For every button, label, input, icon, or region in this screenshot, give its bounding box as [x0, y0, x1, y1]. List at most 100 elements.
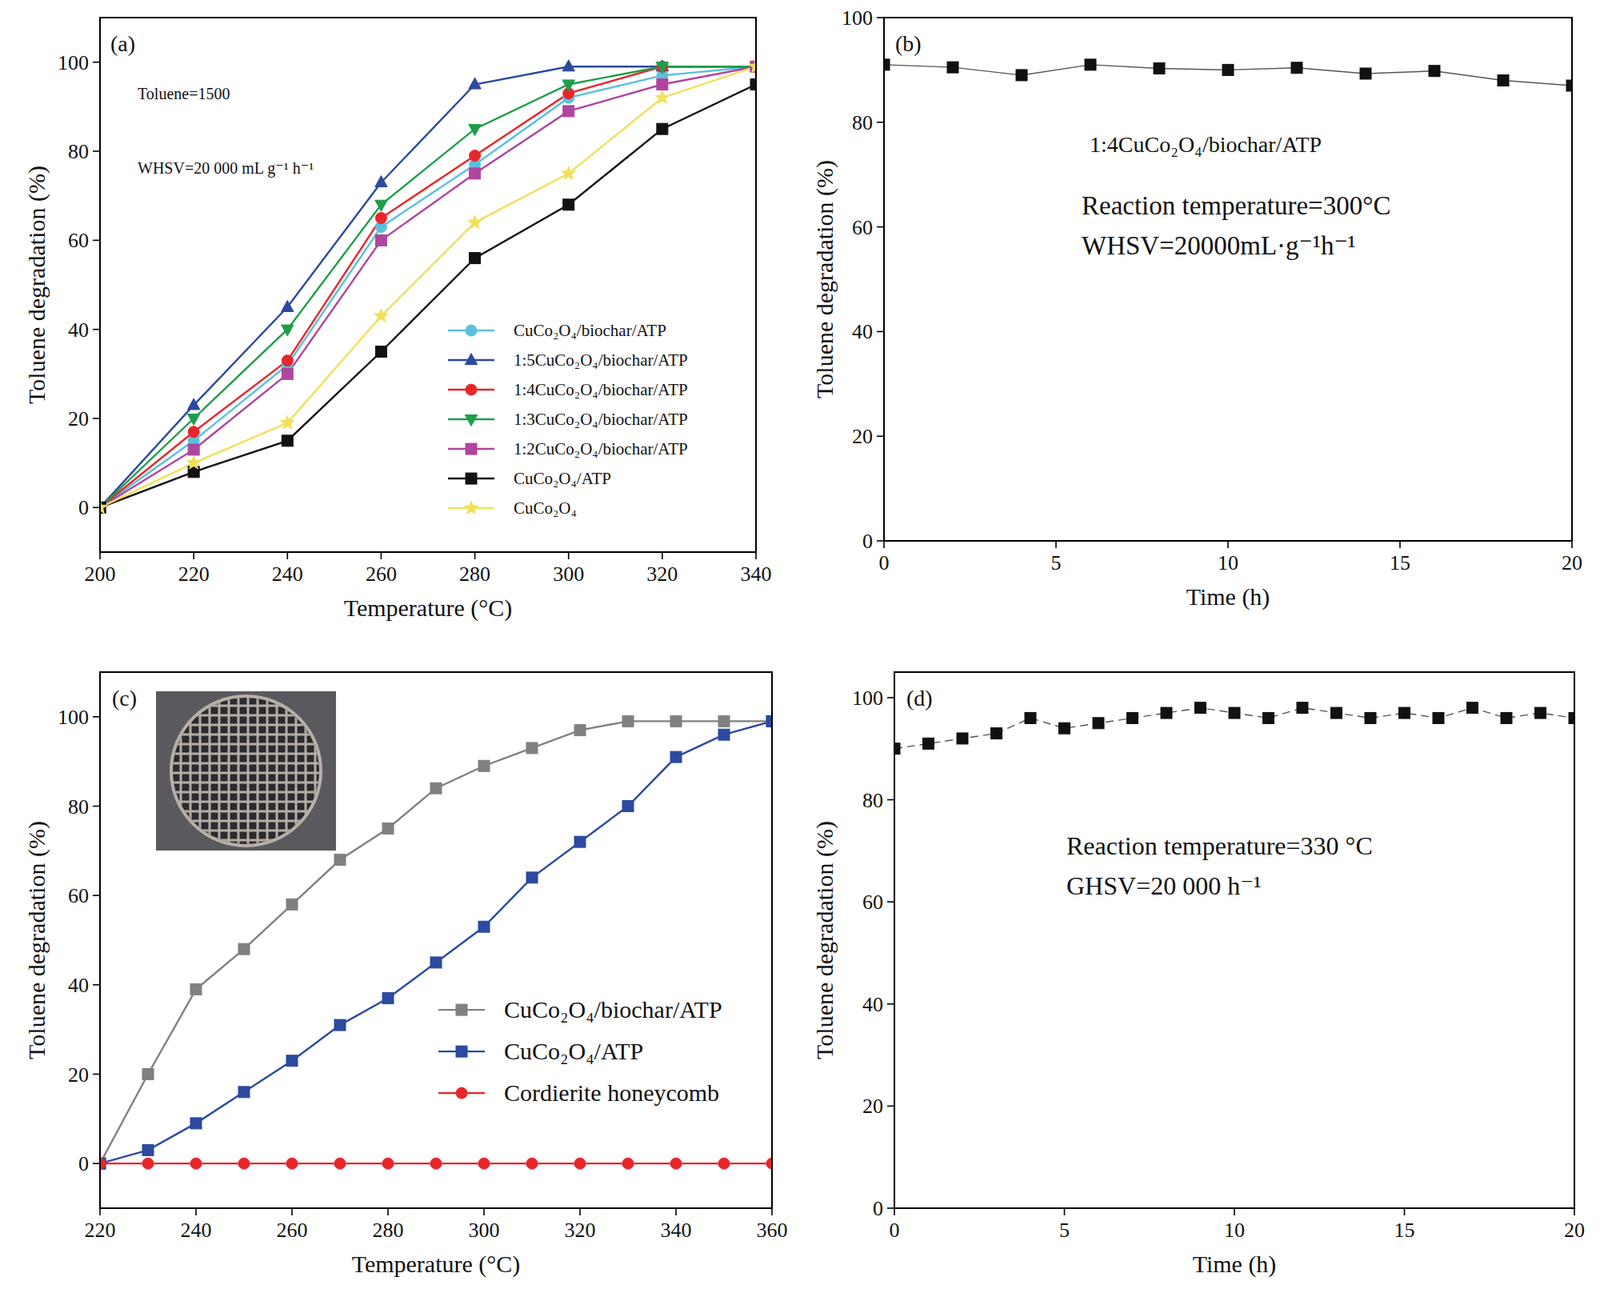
marker — [1360, 68, 1372, 80]
y-tick-label: 20 — [68, 1063, 89, 1087]
x-tick-label: 240 — [180, 1218, 212, 1242]
y-tick-label: 100 — [852, 686, 884, 710]
marker — [1084, 59, 1096, 71]
marker — [187, 413, 200, 425]
x-tick — [387, 1208, 389, 1216]
y-tick-label: 80 — [68, 140, 89, 164]
marker — [468, 215, 482, 228]
x-axis-title: Temperature (°C) — [352, 1250, 521, 1278]
marker — [464, 500, 478, 514]
figure: 200220240260280300320340020406080100Temp… — [0, 0, 1600, 1305]
annotation: WHSV=20 000 mL g⁻¹ h⁻¹ — [137, 159, 314, 178]
y-tick — [887, 799, 895, 801]
marker — [238, 943, 250, 955]
marker — [188, 426, 200, 438]
marker — [334, 1019, 346, 1031]
y-tick-label: 60 — [68, 884, 89, 908]
x-tick — [192, 552, 195, 560]
inset-line — [276, 696, 279, 846]
panel: 220240260280300320340360020406080100Temp… — [23, 672, 788, 1278]
marker — [1428, 65, 1440, 77]
inset-line — [295, 696, 298, 846]
y-tick-label: 0 — [78, 1152, 89, 1176]
inset-line — [171, 724, 321, 727]
y-tick-label: 80 — [852, 111, 873, 135]
marker — [478, 760, 490, 772]
marker — [469, 168, 481, 180]
y-tick — [876, 540, 884, 542]
x-axis-title: Temperature (°C) — [344, 594, 513, 622]
marker — [238, 1157, 250, 1169]
x-axis-title: Time (h) — [1186, 583, 1271, 611]
marker — [574, 836, 586, 848]
marker — [526, 872, 538, 884]
y-tick — [92, 1073, 100, 1076]
marker — [286, 1055, 298, 1067]
x-tick — [99, 552, 101, 560]
plot-data — [100, 59, 756, 515]
marker — [656, 62, 668, 74]
y-axis-title: Toluene degradation (%) — [811, 160, 839, 399]
y-tick — [92, 507, 100, 509]
marker — [526, 1157, 538, 1169]
marker — [465, 324, 477, 336]
marker — [1127, 712, 1139, 724]
inset-line — [314, 696, 317, 846]
marker — [478, 920, 490, 932]
x-tick-label: 5 — [1059, 1218, 1070, 1242]
panel-label: (d) — [906, 685, 933, 711]
marker — [1399, 707, 1411, 719]
marker — [100, 1157, 106, 1169]
marker — [526, 742, 538, 754]
marker — [574, 1157, 586, 1169]
marker — [190, 1157, 202, 1169]
y-tick — [92, 417, 100, 420]
x-tick — [1399, 540, 1401, 548]
y-tick — [92, 894, 100, 896]
y-tick — [92, 1162, 100, 1164]
marker — [142, 1068, 154, 1080]
inset-line — [171, 743, 321, 746]
inset-disc — [171, 696, 321, 846]
inset-line — [171, 704, 321, 708]
inset-line — [237, 696, 240, 846]
legend: CuCo₂O₄/biochar/ATP1:5CuCo₂O₄/biochar/AT… — [448, 320, 688, 518]
inset-line — [304, 696, 308, 846]
x-tick — [1404, 1208, 1406, 1216]
marker — [748, 59, 756, 72]
x-tick-label: 300 — [552, 562, 584, 586]
x-tick-label: 260 — [276, 1218, 308, 1242]
x-tick-label: 340 — [660, 1218, 692, 1242]
y-tick — [92, 984, 100, 986]
marker — [374, 308, 388, 322]
panel: 05101520020406080100Time (h)Toluene degr… — [811, 672, 1586, 1278]
marker — [656, 79, 668, 91]
panel-label: (c) — [112, 685, 137, 711]
marker — [456, 1004, 468, 1016]
marker — [456, 1087, 468, 1099]
marker — [750, 79, 756, 91]
inset-line — [285, 696, 288, 846]
marker — [468, 77, 481, 89]
annotation: 1:4CuCo₂O₄/biochar/ATP — [1089, 132, 1322, 157]
x-tick-label: 320 — [646, 562, 678, 586]
marker — [622, 800, 634, 812]
series-line — [100, 720, 772, 1164]
marker — [1568, 712, 1575, 724]
annotation: Toluene=1500 — [137, 84, 230, 103]
inset-line — [218, 696, 221, 846]
y-tick — [876, 226, 884, 228]
marker — [622, 715, 634, 727]
x-tick — [1055, 540, 1057, 548]
inset-line — [171, 820, 321, 823]
marker — [281, 435, 293, 447]
marker — [142, 1157, 154, 1169]
x-tick — [483, 1208, 485, 1216]
series-line — [100, 66, 756, 508]
marker — [562, 60, 575, 72]
marker — [100, 1157, 106, 1169]
y-tick-label: 60 — [852, 216, 873, 240]
marker — [956, 732, 968, 744]
marker — [187, 398, 200, 410]
marker — [622, 1157, 634, 1169]
